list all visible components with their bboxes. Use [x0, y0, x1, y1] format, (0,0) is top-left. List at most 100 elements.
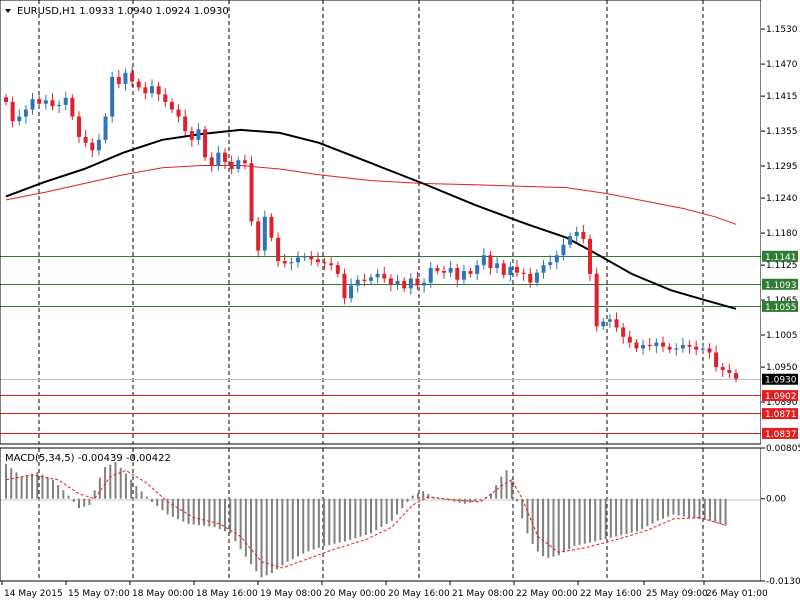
macd-bar — [151, 498, 153, 502]
candle — [661, 336, 665, 352]
candle-body — [548, 262, 553, 266]
macd-bar — [83, 498, 86, 507]
macd-panel[interactable]: MACD(5,34,5) -0.00439 -0.00422 — [0, 447, 762, 582]
candle — [37, 95, 42, 108]
price-axis[interactable]: 1.1530 1.1470 1.1415 1.1355 1.1295 1.1240 1.11… — [761, 0, 800, 585]
macd-bar — [448, 498, 451, 501]
macd-bar — [542, 498, 545, 557]
candle-body — [455, 268, 460, 280]
macd-bar — [109, 464, 112, 499]
level-tag-label: 1.0902 — [765, 392, 797, 402]
macd-bar — [250, 498, 253, 565]
candle — [189, 126, 194, 147]
candle-body — [634, 342, 639, 349]
macd-bar — [385, 498, 388, 524]
candle-body — [83, 136, 88, 143]
candle — [481, 248, 486, 270]
candle-body — [641, 344, 646, 349]
candle — [163, 88, 168, 108]
candle — [23, 105, 28, 124]
candle-body — [96, 139, 101, 151]
candle — [176, 104, 181, 123]
time-tick-label: 26 May 01:00 — [706, 589, 768, 599]
symbol-title: EURUSD,H1 1.0933 1.0940 1.0924 1.0930 — [17, 6, 229, 17]
candle — [727, 363, 732, 379]
candle-body — [461, 270, 466, 280]
macd-bar — [161, 498, 164, 511]
macd-bar — [458, 498, 461, 503]
macd-bar — [406, 498, 409, 502]
time-tick-label: 18 May 00:00 — [132, 589, 194, 599]
macd-bar — [422, 491, 425, 499]
macd-bar — [140, 491, 143, 499]
candle-body — [594, 273, 599, 327]
candle-body — [568, 235, 573, 245]
macd-bar — [693, 498, 696, 519]
macd-bar — [479, 498, 482, 501]
macd-bar — [380, 498, 383, 528]
candle — [634, 339, 639, 352]
candle-body — [714, 352, 719, 368]
time-axis[interactable]: 14 May 2015 15 May 07:00 18 May 00:00 18 Ma… — [1, 581, 768, 599]
price-tick-label: 1.1415 — [766, 92, 798, 102]
macd-bar — [521, 498, 524, 519]
level-tag-label: 1.0837 — [765, 430, 797, 440]
horizontal-levels[interactable] — [0, 256, 761, 434]
level-tag — [762, 408, 798, 420]
candle — [209, 152, 214, 173]
candle — [10, 96, 15, 128]
price-tick-label: 1.1470 — [766, 60, 798, 70]
macd-bar — [641, 498, 644, 529]
macd-bar — [192, 498, 195, 525]
triangle-down-icon[interactable] — [5, 9, 11, 13]
candle-body — [130, 72, 135, 82]
candle — [528, 267, 533, 288]
candle — [329, 257, 334, 271]
candle-body — [163, 94, 168, 102]
candle-body — [143, 87, 148, 94]
candle-body — [694, 346, 699, 350]
candle — [242, 154, 247, 170]
candle — [110, 71, 115, 123]
macd-bar — [604, 498, 607, 540]
macd-bar — [474, 498, 477, 502]
candle — [627, 330, 632, 348]
macd-tick-label: 0.00805 — [766, 444, 800, 454]
candle-body — [720, 367, 725, 370]
candle-body — [627, 336, 632, 343]
macd-bar — [370, 498, 372, 534]
level-tag-label: 1.1055 — [765, 303, 797, 313]
macd-bar — [307, 498, 310, 552]
macd-bar — [197, 498, 200, 526]
macd-bar — [688, 498, 691, 518]
candle — [554, 250, 559, 270]
macd-bar — [557, 498, 560, 556]
candle-body — [256, 221, 261, 251]
macd-bar — [651, 498, 654, 524]
candle-body — [448, 268, 453, 273]
candle-body — [196, 129, 201, 140]
candle — [601, 318, 606, 330]
macd-bar — [443, 498, 445, 500]
macd-bar — [719, 498, 722, 525]
macd-bar — [609, 498, 612, 538]
level-tag — [762, 300, 798, 312]
price-tick-label: 1.1125 — [766, 261, 798, 271]
candlestick-series — [4, 66, 738, 383]
candle-body — [342, 273, 347, 299]
candle-body — [607, 319, 612, 322]
candle — [123, 68, 128, 91]
macd-bar — [469, 498, 472, 503]
macd-bar — [411, 495, 414, 499]
candle-body — [435, 268, 440, 271]
macd-bar — [177, 498, 180, 520]
candle — [276, 232, 281, 268]
macd-bar — [218, 498, 221, 530]
macd-bar — [672, 498, 675, 515]
candle-body — [335, 265, 340, 274]
candle-body — [282, 261, 287, 264]
candle — [355, 275, 360, 293]
candle-body — [687, 344, 692, 347]
time-tick-label: 22 May 16:00 — [580, 589, 642, 599]
